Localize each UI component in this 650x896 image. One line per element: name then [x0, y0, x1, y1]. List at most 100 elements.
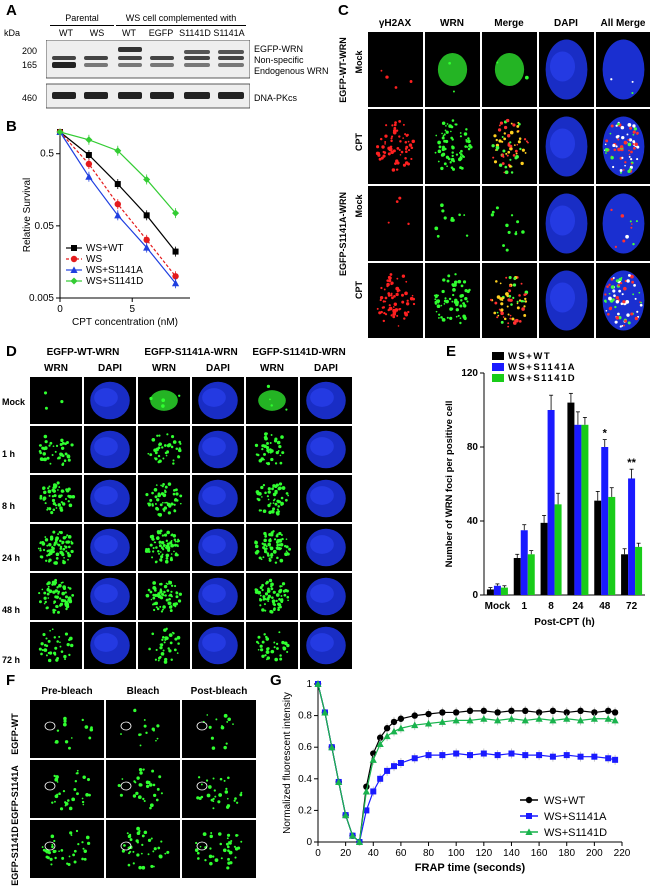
- focus: [81, 800, 85, 804]
- focus: [167, 443, 172, 447]
- focus: [404, 291, 408, 296]
- focus: [440, 304, 443, 307]
- group-header: EGFP-WT-WRN: [46, 347, 120, 358]
- wrn-micrograph: [425, 109, 480, 184]
- wrn-micrograph: [138, 377, 190, 424]
- x-tick-label: 160: [531, 848, 548, 859]
- focus: [47, 658, 52, 663]
- focus: [279, 605, 282, 609]
- focus: [459, 135, 463, 138]
- focus: [177, 642, 180, 645]
- focus: [266, 432, 268, 435]
- focus: [161, 404, 165, 408]
- focus: [65, 550, 68, 553]
- focus: [507, 230, 511, 234]
- focus: [404, 161, 409, 165]
- focus: [145, 731, 148, 735]
- focus: [459, 321, 462, 325]
- focus: [259, 648, 264, 652]
- focus: [160, 540, 165, 545]
- focus: [55, 557, 59, 560]
- focus: [77, 842, 80, 846]
- focus: [57, 503, 62, 507]
- focus: [266, 442, 269, 445]
- focus: [173, 550, 175, 553]
- focus: [493, 160, 498, 164]
- focus: [56, 781, 59, 783]
- micrograph-grid-c: [368, 32, 650, 340]
- focus: [621, 136, 625, 140]
- wrn-micrograph: [138, 622, 190, 669]
- dapi-micrograph: [300, 573, 352, 620]
- focus: [277, 449, 280, 452]
- focus: [270, 509, 275, 514]
- focus: [269, 442, 272, 444]
- x-tick-label: 5: [129, 304, 135, 315]
- wrn-micrograph: [30, 475, 82, 522]
- data-point: [535, 715, 543, 722]
- focus: [162, 501, 164, 504]
- focus: [462, 280, 467, 284]
- focus: [45, 606, 49, 610]
- focus: [61, 856, 65, 860]
- focus: [502, 316, 505, 318]
- focus: [62, 585, 66, 589]
- focus: [619, 325, 622, 328]
- focus: [274, 561, 278, 564]
- focus: [636, 310, 639, 313]
- focus: [521, 307, 525, 311]
- focus: [64, 442, 67, 446]
- focus: [280, 503, 283, 506]
- focus: [42, 548, 46, 552]
- focus: [236, 834, 239, 837]
- focus: [378, 311, 382, 315]
- focus: [452, 167, 455, 171]
- nucleus-texture: [94, 388, 118, 407]
- focus: [225, 842, 229, 846]
- focus: [44, 440, 48, 444]
- bar: [628, 478, 636, 595]
- focus: [202, 832, 207, 836]
- focus: [267, 490, 271, 494]
- focus: [441, 132, 443, 135]
- focus: [278, 486, 282, 490]
- focus: [505, 223, 509, 228]
- focus: [162, 636, 165, 639]
- focus: [41, 542, 46, 546]
- frap-micrograph: [30, 760, 104, 818]
- data-point: [467, 752, 473, 759]
- focus: [448, 297, 452, 301]
- focus: [460, 299, 463, 302]
- wrn-micrograph: [425, 263, 480, 338]
- focus: [270, 404, 273, 407]
- focus: [438, 317, 440, 319]
- focus: [170, 581, 172, 583]
- focus: [398, 135, 401, 138]
- focus: [491, 210, 495, 214]
- kda-label: kDa: [4, 28, 21, 38]
- focus: [54, 856, 57, 860]
- focus: [47, 639, 51, 643]
- focus: [284, 641, 288, 646]
- y-tick-label: 120: [461, 368, 478, 379]
- focus: [278, 543, 282, 547]
- focus: [619, 169, 623, 172]
- focus: [630, 150, 633, 154]
- focus: [446, 123, 449, 125]
- focus: [224, 790, 229, 794]
- wrn-micrograph: [246, 622, 298, 669]
- focus: [152, 850, 155, 853]
- column-header: γH2AX: [378, 18, 412, 29]
- focus: [230, 840, 233, 843]
- focus: [437, 149, 442, 154]
- focus: [173, 538, 177, 541]
- focus: [507, 313, 510, 316]
- focus: [277, 505, 280, 508]
- focus: [48, 444, 51, 447]
- focus: [67, 799, 70, 802]
- focus: [505, 118, 510, 123]
- focus: [152, 593, 156, 597]
- focus: [51, 580, 56, 585]
- focus: [143, 830, 148, 835]
